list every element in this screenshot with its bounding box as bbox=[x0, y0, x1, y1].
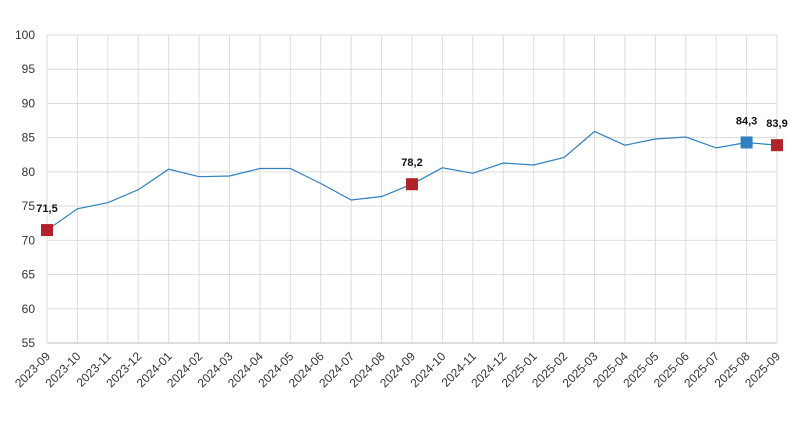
y-tick-label: 60 bbox=[22, 302, 36, 316]
data-label: 78,2 bbox=[401, 157, 422, 169]
y-axis: 55 60 65 70 75 80 85 90 95 100 bbox=[15, 28, 35, 350]
data-label: 71,5 bbox=[36, 203, 57, 215]
y-tick-label: 65 bbox=[22, 268, 36, 282]
y-tick-label: 95 bbox=[22, 62, 36, 76]
data-label: 84,3 bbox=[736, 115, 757, 127]
y-tick-label: 85 bbox=[22, 131, 36, 145]
data-label: 83,9 bbox=[766, 118, 787, 130]
y-tick-label: 70 bbox=[22, 233, 36, 247]
data-point-marker bbox=[771, 139, 783, 152]
y-tick-label: 80 bbox=[22, 165, 36, 179]
data-point-marker bbox=[41, 224, 53, 237]
y-tick-label: 90 bbox=[22, 96, 36, 110]
y-tick-label: 55 bbox=[22, 336, 36, 350]
y-tick-label: 75 bbox=[22, 199, 36, 213]
x-axis: 2023-092023-102023-112023-122024-012024-… bbox=[12, 349, 783, 390]
data-point-marker bbox=[740, 136, 753, 149]
marker-layer: 71,5 78,2 84,3 83,9 bbox=[36, 115, 788, 237]
grid bbox=[46, 34, 778, 344]
y-tick-label: 100 bbox=[15, 28, 35, 42]
data-point-marker bbox=[406, 178, 418, 191]
